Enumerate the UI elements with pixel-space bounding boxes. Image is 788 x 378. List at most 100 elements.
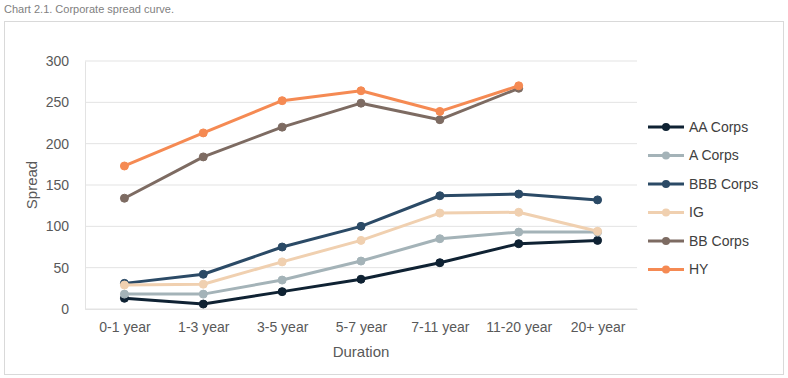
x-tick: 5-7 year — [336, 309, 388, 335]
series-marker — [357, 222, 365, 230]
series-marker — [199, 290, 207, 298]
x-tick: 1-3 year — [178, 309, 230, 335]
x-axis-title: Duration — [333, 343, 390, 360]
y-tick: 250 — [46, 94, 85, 110]
series-marker — [278, 276, 286, 284]
grid-line — [85, 61, 637, 62]
y-tick: 0 — [61, 301, 85, 317]
x-tick: 11-20 year — [486, 309, 552, 335]
x-tick-label: 3-5 year — [257, 319, 309, 335]
y-tick: 100 — [46, 218, 85, 234]
series-marker — [199, 153, 207, 161]
x-tick: 3-5 year — [257, 309, 309, 335]
x-tick: 0-1 year — [99, 309, 151, 335]
series-marker — [515, 240, 523, 248]
series-marker — [436, 209, 444, 217]
y-tick-label: 250 — [46, 94, 70, 110]
series-marker — [278, 288, 286, 296]
series-marker — [436, 116, 444, 124]
series-marker — [120, 162, 128, 170]
series-line — [124, 86, 518, 166]
legend-label: AA Corps — [689, 119, 748, 135]
series-marker — [594, 228, 602, 236]
title: Chart 2.1. Corporate spread curve. — [4, 3, 174, 15]
series-marker — [357, 275, 365, 283]
series-marker — [436, 259, 444, 267]
legend-item: AA Corps — [648, 119, 748, 135]
chart: Chart 2.1. Corporate spread curve. 0 50 100… — [0, 0, 788, 378]
series-marker — [120, 194, 128, 202]
series-marker — [120, 290, 128, 298]
x-tick-label: 1-3 year — [178, 319, 230, 335]
legend-item: BBB Corps — [648, 176, 758, 192]
series-marker — [357, 87, 365, 95]
series-marker — [357, 99, 365, 107]
y-tick-label: 0 — [61, 301, 69, 317]
x-tick-label: 20+ year — [571, 319, 626, 335]
series-marker — [199, 300, 207, 308]
x-tick-label: 0-1 year — [99, 319, 151, 335]
series-marker — [278, 258, 286, 266]
series-marker — [199, 129, 207, 137]
y-tick-label: 300 — [46, 53, 70, 69]
legend-marker — [662, 266, 670, 274]
x-tick-label: 5-7 year — [336, 319, 388, 335]
legend-marker — [662, 237, 670, 245]
series-line — [124, 194, 597, 283]
series-marker — [199, 280, 207, 288]
series-marker — [436, 192, 444, 200]
series-marker — [120, 281, 128, 289]
series-marker — [515, 82, 523, 90]
series-marker — [594, 227, 602, 235]
x-axis: 0-1 year 1-3 year 3-5 year 5-7 year 7-11 yea… — [86, 309, 638, 335]
legend-marker — [662, 209, 670, 217]
grid-line — [85, 185, 637, 186]
series-marker — [594, 196, 602, 204]
legend-marker — [662, 152, 670, 160]
legend-label: HY — [689, 261, 709, 277]
series-marker — [515, 190, 523, 198]
legend-item: IG — [648, 204, 704, 220]
legend-label: BB Corps — [689, 233, 749, 249]
legend-marker — [662, 123, 670, 131]
y-tick: 300 — [46, 53, 85, 69]
series-marker — [436, 107, 444, 115]
grid-line — [85, 309, 637, 310]
grid — [85, 61, 637, 309]
y-tick: 50 — [53, 260, 85, 276]
series-marker — [278, 123, 286, 131]
legend-label: A Corps — [689, 147, 739, 163]
y-tick-label: 200 — [46, 136, 70, 152]
legend-item: A Corps — [648, 147, 739, 163]
series-marker — [436, 235, 444, 243]
series-marker — [515, 208, 523, 216]
series-marker — [357, 236, 365, 244]
x-axis-line — [86, 309, 638, 310]
legend-item: HY — [648, 261, 709, 277]
grid-line — [85, 267, 637, 268]
y-axis: 0 50 100 150 200 250 300 — [46, 53, 86, 317]
grid-line — [85, 143, 637, 144]
y-tick: 200 — [46, 136, 85, 152]
y-tick-label: 100 — [46, 218, 70, 234]
series-marker — [357, 257, 365, 265]
x-tick-label: 11-20 year — [486, 319, 552, 335]
y-axis-line — [85, 62, 86, 310]
series-marker — [515, 228, 523, 236]
legend: AA Corps A Corps BBB Corps IG BB Corps HY — [648, 119, 758, 278]
legend-label: BBB Corps — [689, 176, 758, 192]
plot-area — [120, 82, 601, 308]
y-tick-label: 150 — [46, 177, 70, 193]
series-line — [124, 212, 597, 285]
legend-marker — [662, 180, 670, 188]
series-marker — [594, 236, 602, 244]
y-tick: 150 — [46, 177, 85, 193]
x-tick: 7-11 year — [411, 309, 469, 335]
y-tick-label: 50 — [53, 260, 69, 276]
y-axis-title: Spread — [23, 161, 40, 209]
legend-label: IG — [689, 204, 704, 220]
series-marker — [199, 270, 207, 278]
chart-frame — [5, 22, 784, 375]
x-tick: 20+ year — [571, 309, 626, 335]
x-tick-label: 7-11 year — [411, 319, 469, 335]
